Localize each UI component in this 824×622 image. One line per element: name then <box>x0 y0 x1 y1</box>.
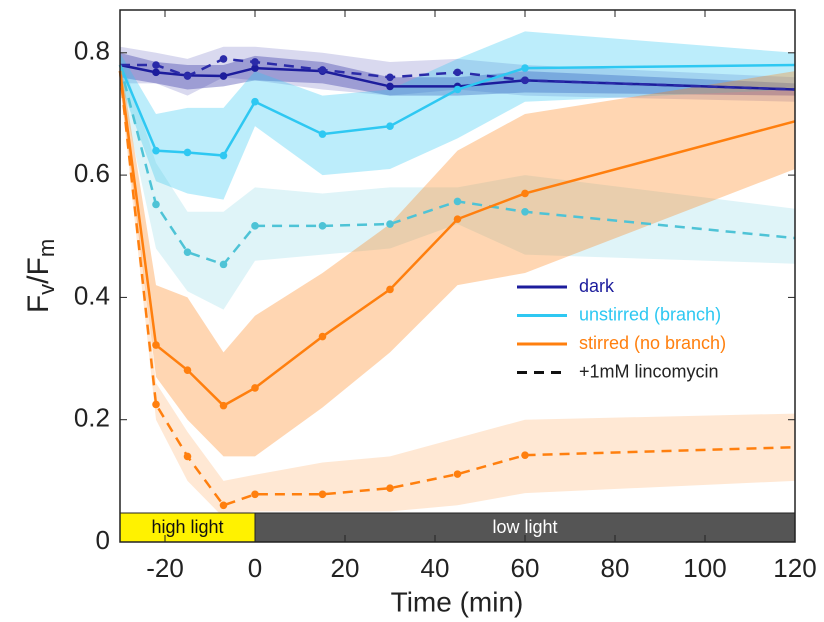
data-point <box>251 384 259 392</box>
x-tick-label: 40 <box>421 553 450 583</box>
data-point <box>219 151 228 160</box>
data-point <box>521 64 529 72</box>
y-label-part: F <box>22 295 55 313</box>
condition-label: low light <box>492 517 557 537</box>
series-line <box>118 63 796 157</box>
data-point <box>318 332 327 341</box>
x-tick-label: 60 <box>511 553 540 583</box>
series-line <box>120 57 796 91</box>
condition-label: high light <box>151 517 223 537</box>
y-tick-label: 0.6 <box>74 158 110 188</box>
data-point <box>219 401 228 410</box>
x-axis-label: Time (min) <box>391 586 524 617</box>
error-band <box>120 31 795 200</box>
error-band <box>120 52 795 310</box>
data-point <box>386 82 394 91</box>
plot-frame <box>119 9 796 543</box>
data-point <box>152 146 160 155</box>
data-point <box>152 400 160 409</box>
data-point <box>386 122 394 130</box>
y-tick-label: 0 <box>96 525 110 555</box>
data-point <box>251 490 259 499</box>
data-point <box>219 72 228 80</box>
data-point <box>152 61 160 69</box>
x-tick-label: 0 <box>248 553 262 583</box>
data-point <box>183 452 192 461</box>
data-point <box>453 470 462 478</box>
data-point <box>386 220 394 228</box>
data-point <box>183 72 192 80</box>
series-line <box>119 63 796 91</box>
x-tick-label: 120 <box>773 553 816 583</box>
data-point <box>521 207 529 216</box>
data-point <box>251 64 259 72</box>
y-tick-label: 0.2 <box>74 403 110 433</box>
legend-label: stirred (no branch) <box>579 333 726 353</box>
data-point <box>219 55 228 63</box>
data-point <box>219 501 228 510</box>
data-point <box>183 366 192 374</box>
data-point <box>318 490 327 499</box>
legend-label: unstirred (branch) <box>579 304 721 324</box>
y-axis-label: Fv/Fm <box>22 239 59 313</box>
legend-label: dark <box>579 276 615 296</box>
data-point <box>521 189 529 198</box>
x-tick-label: -20 <box>146 553 184 583</box>
data-point <box>521 451 529 459</box>
data-point <box>386 73 394 82</box>
data-point <box>152 341 160 349</box>
y-label-part: v <box>34 284 59 295</box>
data-point <box>251 97 259 106</box>
x-tick-label: 20 <box>331 553 360 583</box>
data-point <box>318 222 327 230</box>
data-point <box>183 248 192 256</box>
data-point <box>251 58 259 66</box>
data-point <box>318 66 327 74</box>
data-point <box>521 76 529 85</box>
data-point <box>318 130 327 138</box>
error-band <box>120 58 795 457</box>
data-point <box>453 215 462 223</box>
data-point <box>152 200 160 209</box>
y-label-part: m <box>34 239 59 257</box>
data-point <box>386 285 394 294</box>
data-point <box>386 484 394 492</box>
data-point <box>152 68 160 77</box>
y-tick-label: 0.8 <box>74 36 110 66</box>
x-tick-label: 100 <box>683 553 726 583</box>
y-label-part: /F <box>22 257 55 284</box>
data-point <box>251 222 259 230</box>
x-tick-label: 80 <box>601 553 630 583</box>
error-band <box>120 58 795 518</box>
series-line <box>118 71 796 507</box>
data-point <box>219 260 228 269</box>
data-point <box>183 148 192 157</box>
y-tick-label: 0.4 <box>74 280 110 310</box>
data-point <box>453 68 462 77</box>
data-point <box>453 197 462 206</box>
data-point <box>453 85 462 94</box>
legend-label: +1mM lincomycin <box>579 361 719 381</box>
series-line <box>118 70 796 408</box>
